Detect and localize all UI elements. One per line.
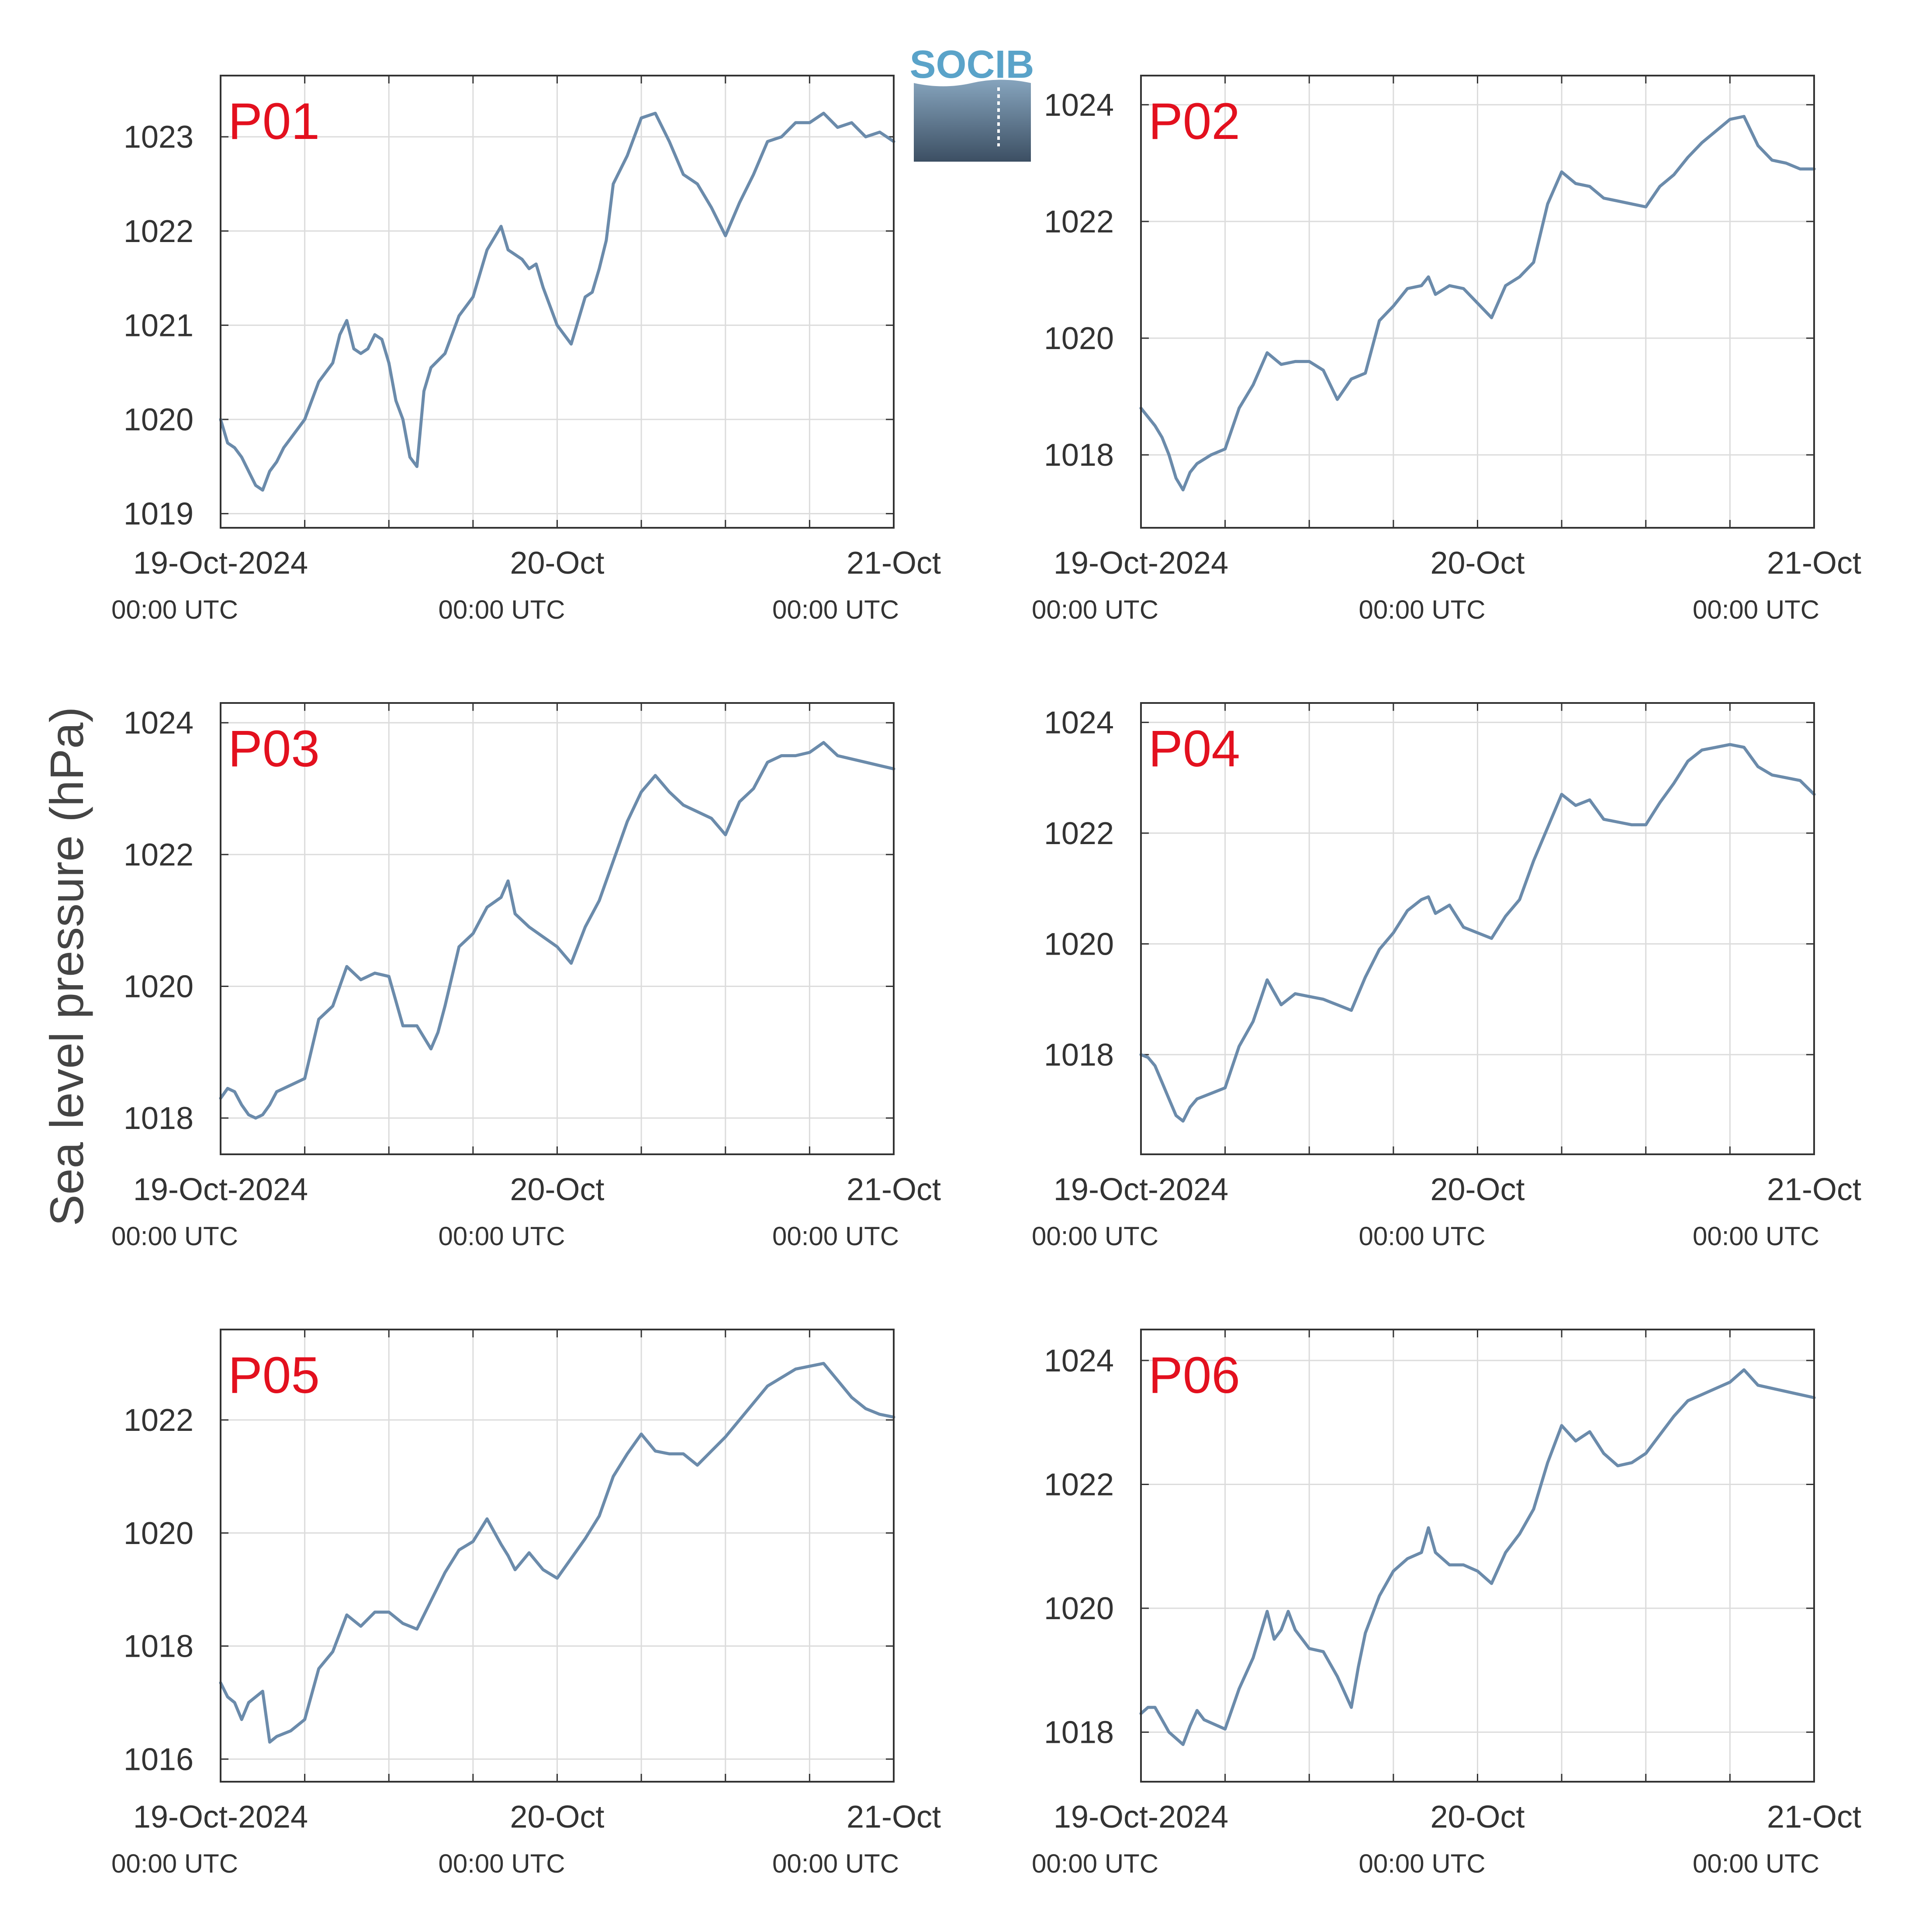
y-tick-label: 1024 — [1044, 705, 1114, 740]
y-tick-label: 1022 — [1044, 204, 1114, 239]
axes-frame — [220, 702, 895, 1155]
x-tick-label-date: 21-Oct — [847, 546, 941, 581]
panel-p01: 1019 1020 1021 1022 1023 P01 19-Oct-2024 00:00 … — [111, 75, 941, 624]
socib-logo-text: SOCIB — [909, 43, 1034, 87]
x-tick-label-date: 19-Oct-2024 — [133, 1172, 308, 1207]
y-tick-label: 1020 — [124, 969, 194, 1004]
x-tick-label-time: 00:00 UTC — [439, 1222, 565, 1251]
x-tick-label-time: 00:00 UTC — [1032, 595, 1158, 624]
y-tick-label: 1018 — [1044, 1715, 1114, 1750]
x-tick-label-date: 20-Oct — [1430, 1800, 1524, 1835]
x-tick-label-date: 20-Oct — [510, 546, 604, 581]
series-line-p05 — [219, 1362, 895, 1744]
x-tick-label-time: 00:00 UTC — [1359, 1222, 1486, 1251]
x-tick-label-date: 21-Oct — [1767, 1172, 1861, 1207]
panel-label: P06 — [1148, 1347, 1240, 1404]
y-tick-label: 1018 — [124, 1101, 194, 1136]
series-line-p01 — [219, 111, 895, 492]
y-tick-label: 1022 — [124, 1403, 194, 1438]
x-tick-label-date: 19-Oct-2024 — [133, 1800, 308, 1835]
x-tick-label-date: 19-Oct-2024 — [1054, 1800, 1228, 1835]
y-tick-label: 1020 — [124, 402, 194, 437]
y-tick-label: 1020 — [1044, 927, 1114, 962]
series-line-p06 — [1139, 1368, 1816, 1746]
x-tick-label-time: 00:00 UTC — [1693, 1849, 1819, 1878]
y-axis-label: Sea level pressure (hPa) — [40, 707, 93, 1226]
y-tick-label: 1020 — [124, 1516, 194, 1551]
x-tick-label-date: 19-Oct-2024 — [1054, 546, 1228, 581]
x-tick-label-date: 20-Oct — [1430, 546, 1524, 581]
x-tick-label-date: 19-Oct-2024 — [1054, 1172, 1228, 1207]
x-tick-label-date: 20-Oct — [510, 1172, 604, 1207]
x-tick-label-date: 20-Oct — [510, 1800, 604, 1835]
panel-p03: 1018 1020 1022 1024 P03 19-Oct-2024 00:00 UTC 2… — [111, 702, 941, 1251]
y-tick-label: 1022 — [124, 838, 194, 873]
y-tick-label: 1024 — [1044, 88, 1114, 123]
x-tick-label-time: 00:00 UTC — [439, 595, 565, 624]
y-tick-label: 1018 — [1044, 438, 1114, 473]
axes-frame — [1140, 75, 1815, 529]
x-tick-label-time: 00:00 UTC — [772, 1222, 899, 1251]
y-tick-label: 1016 — [124, 1742, 194, 1777]
x-tick-label-date: 20-Oct — [1430, 1172, 1524, 1207]
x-tick-label-time: 00:00 UTC — [439, 1849, 565, 1878]
x-tick-label-time: 00:00 UTC — [111, 1849, 238, 1878]
y-tick-label: 1024 — [124, 706, 194, 741]
x-tick-label-date: 19-Oct-2024 — [133, 546, 308, 581]
x-tick-label-time: 00:00 UTC — [1032, 1222, 1158, 1251]
x-tick-label-time: 00:00 UTC — [1359, 1849, 1486, 1878]
panel-label: P01 — [228, 93, 320, 150]
panel-label: P02 — [1148, 93, 1240, 150]
y-tick-label: 1022 — [1044, 1467, 1114, 1502]
panel-label: P03 — [228, 720, 320, 778]
y-tick-label: 1021 — [124, 308, 194, 343]
y-tick-label: 1018 — [124, 1629, 194, 1664]
x-tick-label-time: 00:00 UTC — [111, 1222, 238, 1251]
x-tick-label-date: 21-Oct — [1767, 1800, 1861, 1835]
x-tick-label-time: 00:00 UTC — [772, 1849, 899, 1878]
x-tick-label-time: 00:00 UTC — [1693, 1222, 1819, 1251]
x-tick-label-date: 21-Oct — [847, 1800, 941, 1835]
panel-p06: 1018 1020 1022 1024 P06 19-Oct-2024 00:00 UTC 2… — [1032, 1329, 1861, 1878]
series-line-p04 — [1139, 743, 1816, 1123]
x-tick-label-time: 00:00 UTC — [772, 595, 899, 624]
x-tick-label-time: 00:00 UTC — [1032, 1849, 1158, 1878]
panels: 1019 1020 1021 1022 1023 P01 19-Oct-2024 00:00 … — [111, 75, 1861, 1878]
series-line-p03 — [219, 741, 895, 1120]
y-tick-label: 1018 — [1044, 1038, 1114, 1073]
y-tick-label: 1022 — [1044, 816, 1114, 851]
y-tick-label: 1024 — [1044, 1343, 1114, 1378]
x-tick-label-time: 00:00 UTC — [1359, 595, 1486, 624]
x-tick-label-time: 00:00 UTC — [111, 595, 238, 624]
axes-frame — [1140, 702, 1815, 1155]
socib-logo: SOCIB — [909, 43, 1034, 162]
axes-frame — [1140, 1329, 1815, 1783]
series-line-p02 — [1139, 115, 1816, 492]
axes-frame — [220, 75, 895, 529]
x-tick-label-time: 00:00 UTC — [1693, 595, 1819, 624]
panel-label: P05 — [228, 1347, 320, 1404]
y-tick-label: 1019 — [124, 497, 194, 532]
axes-frame — [220, 1329, 895, 1783]
y-tick-label: 1023 — [124, 120, 194, 155]
y-tick-label: 1020 — [1044, 1591, 1114, 1626]
panel-label: P04 — [1148, 720, 1240, 778]
x-tick-label-date: 21-Oct — [1767, 546, 1861, 581]
panel-p04: 1018 1020 1022 1024 P04 19-Oct-2024 00:00 UTC 2… — [1032, 702, 1861, 1251]
x-tick-label-date: 21-Oct — [847, 1172, 941, 1207]
y-tick-label: 1020 — [1044, 321, 1114, 356]
socib-logo-wave — [914, 80, 1031, 162]
y-tick-label: 1022 — [124, 214, 194, 249]
panel-p02: 1018 1020 1022 1024 P02 19-Oct-2024 00:00 UTC 2… — [1032, 75, 1861, 624]
panel-p05: 1016 1018 1020 1022 P05 19-Oct-2024 00:00 UTC 2… — [111, 1329, 941, 1878]
